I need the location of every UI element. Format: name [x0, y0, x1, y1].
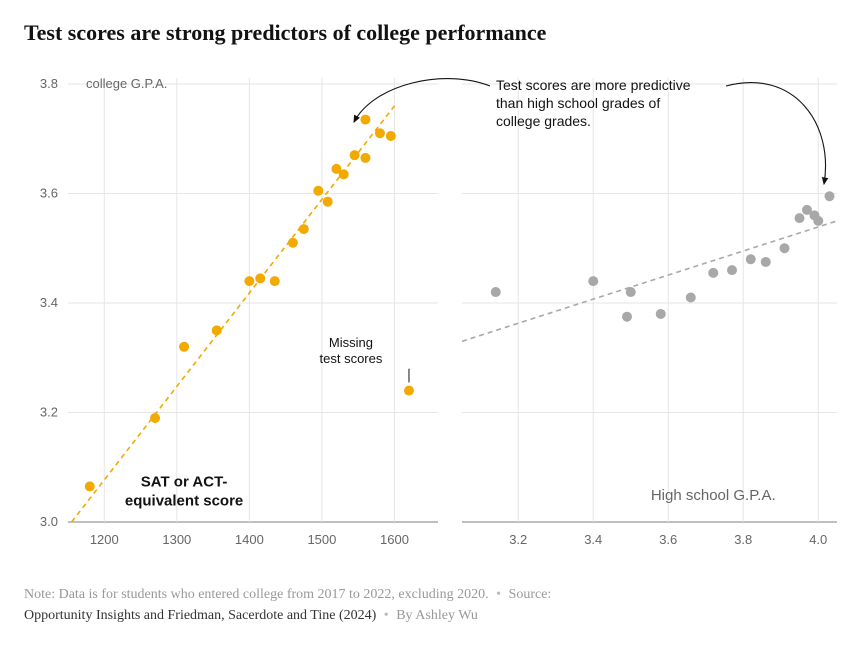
byline-text: Ashley Wu — [415, 608, 478, 623]
svg-text:1300: 1300 — [162, 532, 191, 547]
left-scatter-chart: 3.0 3.2 3.4 3.6 3.8 1200 1300 1400 1500 1600 colle… — [24, 74, 438, 566]
source-label: Source: — [509, 587, 552, 602]
svg-text:3.8: 3.8 — [40, 76, 58, 91]
svg-text:3.4: 3.4 — [584, 532, 602, 547]
svg-text:1600: 1600 — [380, 532, 409, 547]
svg-text:1500: 1500 — [307, 532, 336, 547]
right-scatter-chart: 3.2 3.4 3.6 3.8 4.0 High school G.P.A. — [462, 74, 837, 566]
chart-title: Test scores are strong predictors of col… — [24, 20, 837, 46]
svg-text:3.6: 3.6 — [659, 532, 677, 547]
svg-text:SAT or ACT-: SAT or ACT- — [141, 473, 228, 490]
svg-text:3.4: 3.4 — [40, 295, 58, 310]
svg-text:3.6: 3.6 — [40, 186, 58, 201]
svg-text:High school G.P.A.: High school G.P.A. — [651, 487, 776, 504]
svg-text:Missing: Missing — [329, 335, 373, 350]
right-chart-svg: 3.2 3.4 3.6 3.8 4.0 High school G.P.A. — [462, 74, 837, 566]
left-chart-svg: 3.0 3.2 3.4 3.6 3.8 1200 1300 1400 1500 1600 colle… — [24, 74, 438, 566]
svg-text:equivalent score: equivalent score — [125, 493, 243, 510]
note-text: Data is for students who entered college… — [59, 587, 489, 602]
svg-text:3.2: 3.2 — [509, 532, 527, 547]
byline-label: By — [396, 608, 415, 623]
charts-container: 3.0 3.2 3.4 3.6 3.8 1200 1300 1400 1500 1600 colle… — [24, 74, 837, 566]
chart-footer: Note: Data is for students who entered c… — [24, 584, 837, 626]
svg-text:1400: 1400 — [235, 532, 264, 547]
svg-text:3.8: 3.8 — [734, 532, 752, 547]
svg-text:3.2: 3.2 — [40, 405, 58, 420]
svg-text:college G.P.A.: college G.P.A. — [86, 76, 167, 91]
note-label: Note: — [24, 587, 59, 602]
svg-text:4.0: 4.0 — [809, 532, 827, 547]
svg-text:test scores: test scores — [320, 351, 383, 366]
svg-text:1200: 1200 — [90, 532, 119, 547]
separator-dot-icon: • — [380, 608, 393, 623]
source-text: Opportunity Insights and Friedman, Sacer… — [24, 608, 376, 623]
svg-text:3.0: 3.0 — [40, 514, 58, 529]
separator-dot-icon: • — [492, 587, 505, 602]
